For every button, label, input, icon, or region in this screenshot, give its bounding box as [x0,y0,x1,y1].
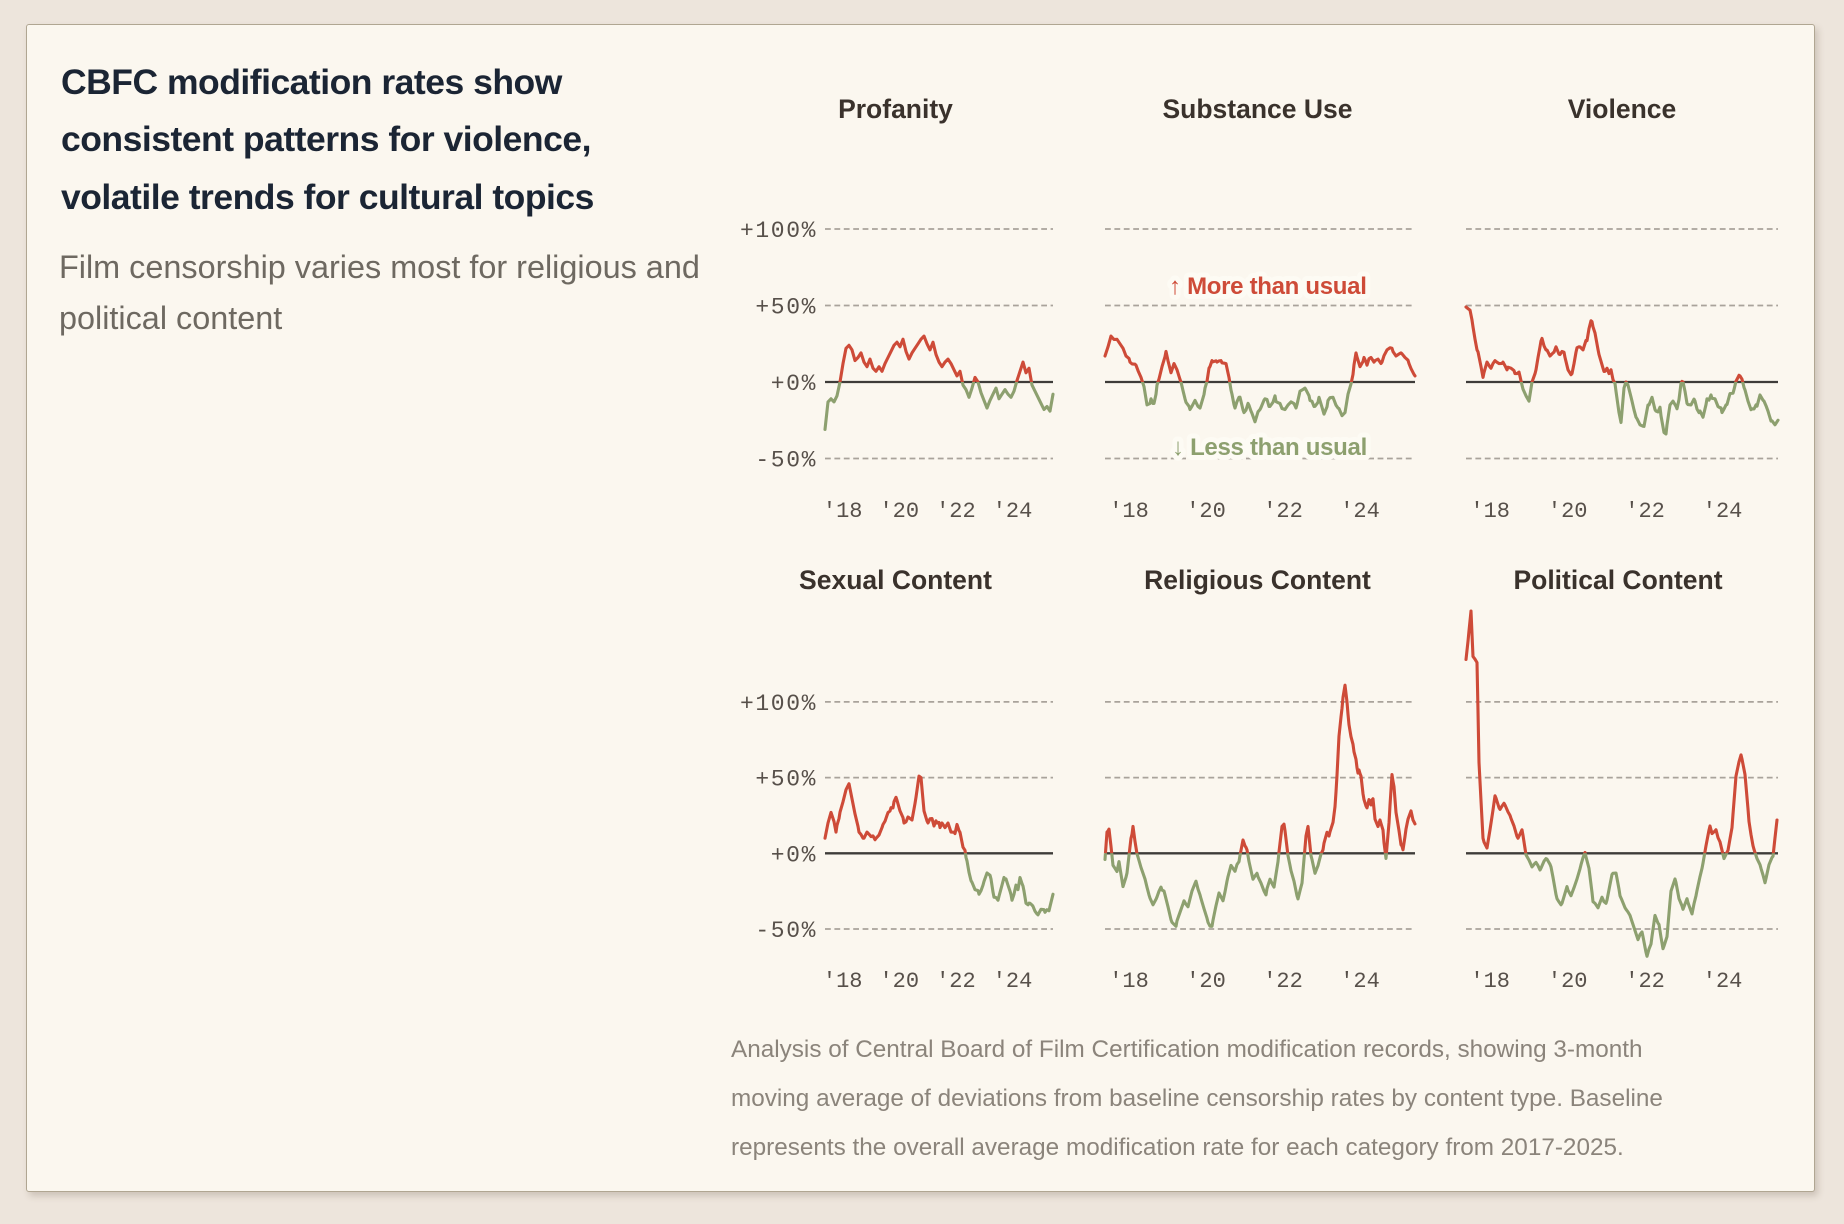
svg-text:Political Content: Political Content [1513,565,1722,595]
svg-text:'24: '24 [1340,969,1380,994]
svg-text:↑ More than usual: ↑ More than usual [1169,273,1367,300]
svg-text:'20: '20 [1186,499,1226,524]
svg-text:-50%: -50% [755,918,817,944]
svg-text:'22: '22 [1625,969,1665,994]
svg-text:+0%: +0% [771,371,817,397]
svg-text:'20: '20 [1186,969,1226,994]
svg-text:'24: '24 [1703,499,1743,524]
svg-text:Sexual Content: Sexual Content [799,565,992,595]
svg-text:'24: '24 [1703,969,1743,994]
svg-text:+100%: +100% [740,218,817,244]
svg-text:'24: '24 [1340,499,1380,524]
svg-text:'18: '18 [1109,969,1149,994]
svg-text:'24: '24 [993,499,1033,524]
svg-text:'18: '18 [1470,969,1510,994]
svg-text:'20: '20 [1548,499,1588,524]
svg-text:Profanity: Profanity [838,94,953,124]
svg-text:'22: '22 [936,499,976,524]
svg-text:Religious Content: Religious Content [1144,565,1371,595]
svg-text:'18: '18 [823,969,863,994]
svg-text:Substance Use: Substance Use [1163,94,1353,124]
svg-text:'22: '22 [1625,499,1665,524]
svg-text:'18: '18 [1470,499,1510,524]
svg-text:+100%: +100% [740,691,817,717]
svg-text:'20: '20 [1548,969,1588,994]
svg-text:'18: '18 [1109,499,1149,524]
svg-text:'20: '20 [879,499,919,524]
svg-text:+0%: +0% [771,842,817,868]
svg-text:'22: '22 [1263,499,1303,524]
svg-text:'24: '24 [993,969,1033,994]
svg-text:+50%: +50% [755,767,817,793]
svg-text:'22: '22 [1263,969,1303,994]
svg-text:'18: '18 [823,499,863,524]
svg-text:-50%: -50% [755,448,817,474]
svg-text:+50%: +50% [755,295,817,321]
svg-text:Violence: Violence [1568,94,1677,124]
svg-text:'20: '20 [879,969,919,994]
svg-text:'22: '22 [936,969,976,994]
svg-text:↓ Less than usual: ↓ Less than usual [1172,434,1367,461]
